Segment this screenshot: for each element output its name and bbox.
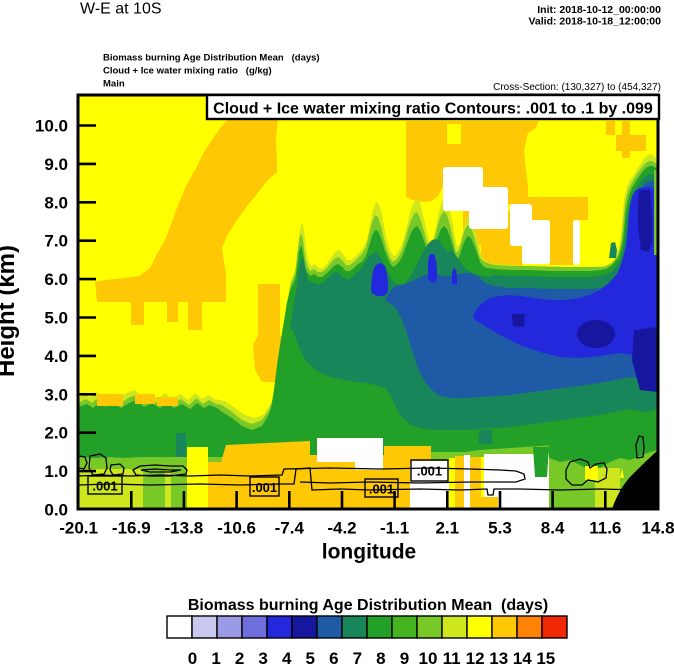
svg-text:11: 11 (443, 649, 461, 667)
svg-text:.001: .001 (252, 480, 277, 495)
svg-text:12: 12 (466, 649, 485, 667)
svg-text:7: 7 (353, 649, 362, 667)
svg-text:.001: .001 (369, 482, 394, 497)
svg-text:1.0: 1.0 (44, 462, 68, 481)
svg-text:8.4: 8.4 (541, 519, 565, 538)
svg-text:2: 2 (235, 649, 244, 667)
svg-text:0: 0 (188, 649, 197, 667)
svg-text:0.0: 0.0 (44, 501, 68, 520)
svg-text:3: 3 (258, 649, 267, 667)
svg-text:-7.4: -7.4 (275, 519, 305, 538)
svg-text:.001: .001 (92, 479, 117, 494)
svg-text:9: 9 (400, 649, 409, 667)
svg-text:7.0: 7.0 (44, 232, 68, 251)
svg-text:W-E at 10S: W-E at 10S (80, 1, 162, 18)
svg-text:-10.6: -10.6 (217, 519, 256, 538)
svg-text:3.0: 3.0 (44, 385, 68, 404)
svg-text:Main: Main (103, 79, 125, 90)
svg-text:8.0: 8.0 (44, 193, 68, 212)
svg-text:-4.2: -4.2 (327, 519, 356, 538)
svg-text:15: 15 (536, 649, 555, 667)
svg-text:-20.1: -20.1 (59, 519, 98, 538)
svg-text:5.3: 5.3 (488, 519, 512, 538)
svg-text:5: 5 (305, 649, 314, 667)
svg-text:-16.9: -16.9 (112, 519, 151, 538)
svg-text:5.0: 5.0 (44, 309, 68, 328)
svg-text:2.1: 2.1 (435, 519, 459, 538)
svg-text:10: 10 (419, 649, 438, 667)
svg-text:longitude: longitude (322, 541, 416, 564)
svg-text:4.0: 4.0 (44, 347, 68, 366)
svg-text:Init: 2018-10-12_00:00:00: Init: 2018-10-12_00:00:00 (537, 4, 661, 16)
svg-text:Cloud + Ice water mixing ratio: Cloud + Ice water mixing ratio Contours:… (213, 101, 653, 118)
svg-text:Cloud + Ice water mixing ratio: Cloud + Ice water mixing ratio (g/kg) (103, 66, 272, 77)
svg-text:-1.1: -1.1 (380, 519, 409, 538)
svg-text:2.0: 2.0 (44, 424, 68, 443)
svg-text:Cross-Section: (130,327) to (4: Cross-Section: (130,327) to (454,327) (493, 82, 661, 93)
svg-text:Height (km): Height (km) (0, 245, 20, 377)
svg-text:8: 8 (376, 649, 385, 667)
svg-text:14: 14 (513, 649, 532, 667)
svg-text:Biomass burning Age Distributi: Biomass burning Age Distribution Mean (d… (188, 597, 548, 614)
svg-text:Biomass burning Age Distributi: Biomass burning Age Distribution Mean (d… (103, 53, 320, 64)
svg-text:-13.8: -13.8 (165, 519, 204, 538)
svg-text:6: 6 (329, 649, 338, 667)
svg-text:14.8: 14.8 (641, 519, 674, 538)
svg-text:Valid: 2018-10-18_12:00:00: Valid: 2018-10-18_12:00:00 (528, 16, 661, 28)
svg-text:13: 13 (489, 649, 508, 667)
svg-text:4: 4 (282, 649, 292, 667)
svg-text:1: 1 (211, 649, 220, 667)
svg-text:9.0: 9.0 (44, 155, 68, 174)
svg-text:10.0: 10.0 (35, 117, 68, 136)
svg-text:11.6: 11.6 (589, 519, 621, 538)
svg-text:.001: .001 (417, 464, 442, 479)
svg-text:6.0: 6.0 (44, 270, 68, 289)
